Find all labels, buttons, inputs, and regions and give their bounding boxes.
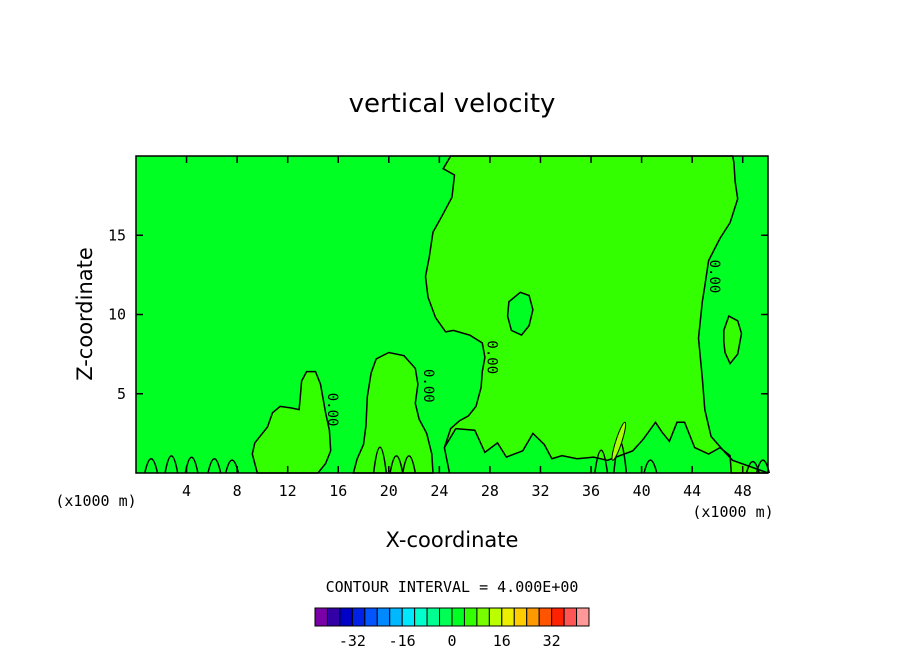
zero-contour [506,291,534,337]
zero-contour [424,155,769,474]
colorbar-swatch [488,607,503,627]
contour-label: 0.00 [483,340,499,374]
colorbar-swatch [576,607,590,627]
colorbar-swatch [339,607,353,627]
y-tick-label: 15 [108,226,126,244]
colorbar-tick-label: -32 [339,632,366,650]
contour-label: 0.00 [706,260,722,294]
updraft-blob [723,316,742,364]
zero-contour [723,315,743,366]
x-tick-label: 40 [633,482,651,500]
updraft-plume-center [353,352,433,473]
y-axis: 5 10 15 [108,226,768,403]
contour-label: 0.00 [420,369,436,403]
x-tick-label: 44 [683,482,701,500]
colorbar-tick-label: 16 [493,632,511,650]
contour-interval-value: 4.000E+00 [497,578,578,596]
x-tick-label: 36 [582,482,600,500]
x-tick-label: 8 [233,482,242,500]
colorbar-swatch [551,607,565,627]
ground-contour [372,446,388,474]
updraft-plume-left [252,371,331,473]
x-tick-label: 32 [531,482,549,500]
ground-contour [207,458,222,474]
colorbar-swatch [439,607,453,627]
x-tick-label: 20 [380,482,398,500]
downdraft-blob [507,292,533,336]
colorbar-swatch [538,607,553,627]
x-unit-left: (x1000 m) [55,492,136,510]
colorbar-swatch [513,607,528,627]
zero-contour [251,370,332,474]
x-tick-label: 16 [329,482,347,500]
colorbar-swatch [401,607,416,627]
contour-interval: CONTOUR INTERVAL = 4.000E+00 [326,578,579,596]
y-tick-label: 10 [108,306,126,324]
zero-contour [352,351,434,474]
colorbar-swatch [426,607,441,627]
x-unit-right: (x1000 m) [692,503,773,521]
colorbar [314,607,590,627]
updraft-cell [611,421,627,461]
colorbar-swatch [451,607,465,627]
velocity-fields [252,156,768,473]
x-tick-label: 24 [430,482,448,500]
chart-title: vertical velocity [349,89,556,119]
ground-contour [144,458,159,474]
colorbar-swatch [526,607,540,627]
ground-contour [389,455,404,474]
colorbar-swatch [563,607,578,627]
contour-interval-text: CONTOUR INTERVAL = [326,578,489,596]
colorbar-swatch [463,607,478,627]
y-tick-label: 5 [117,385,126,403]
x-axis: 4 8 12 16 20 24 28 32 36 40 44 48 [182,156,752,500]
colorbar-swatch [389,607,403,627]
ground-contour [401,455,417,474]
colorbar-swatch [376,607,391,627]
y-axis-label: Z-coordinate [73,247,97,381]
updraft-region [425,156,768,473]
colorbar-swatch [326,607,341,627]
ground-contour [594,449,609,474]
contour-lines [144,155,771,474]
x-axis-label: X-coordinate [386,528,519,552]
x-tick-label: 12 [279,482,297,500]
colorbar-tick-label: -16 [389,632,416,650]
colorbar-swatch [314,607,328,627]
colorbar-tick-label: 32 [543,632,561,650]
colorbar-swatch [351,607,366,627]
colorbar-ticks: -32 -16 0 16 32 [339,632,561,650]
x-tick-label: 28 [481,482,499,500]
x-tick-label: 48 [734,482,752,500]
colorbar-swatch [501,607,515,627]
colorbar-swatch [414,607,428,627]
colorbar-swatch [364,607,378,627]
ground-contour [164,455,179,474]
colorbar-tick-label: 0 [447,632,456,650]
contour-label: 0.00 [324,393,340,427]
x-tick-label: 4 [182,482,191,500]
colorbar-swatch [476,607,490,627]
contour-labels: 0.00 0.00 0.00 0.00 [324,260,722,427]
plot-area: 0.00 0.00 0.00 0.00 [135,155,771,474]
ground-contour [643,459,658,474]
